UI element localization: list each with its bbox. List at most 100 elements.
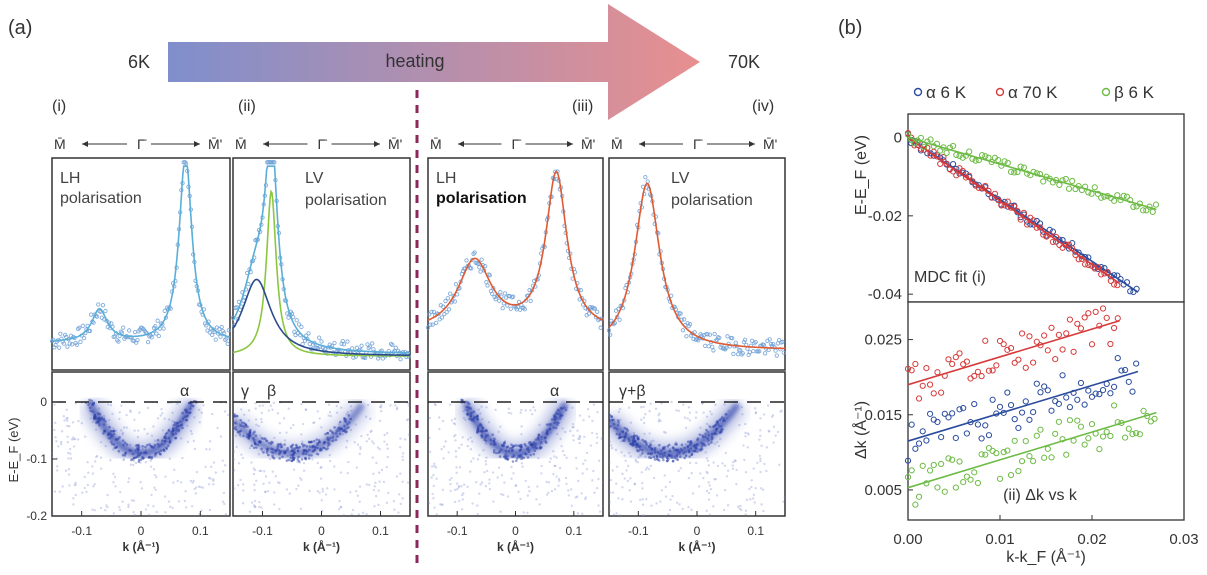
band-label-alpha: α — [550, 383, 559, 400]
arpes-speck — [759, 457, 762, 461]
arpes-speck — [55, 440, 58, 443]
arpes-speck — [173, 468, 176, 472]
arpes-speck — [277, 443, 281, 447]
arpes-speck — [323, 446, 326, 450]
arpes-speck — [678, 450, 682, 453]
arpes-speck — [661, 456, 664, 460]
arpes-speck — [292, 468, 296, 471]
data-point — [938, 434, 945, 441]
arpes-speck — [67, 468, 71, 471]
arpes-speck — [174, 432, 178, 435]
arpes-speck — [300, 458, 304, 461]
arpes-speck — [744, 435, 747, 438]
mdc-point — [712, 331, 717, 337]
mdc-point — [739, 352, 744, 357]
arpes-speck — [497, 466, 501, 469]
arrow-left-head — [458, 141, 464, 147]
arpes-speck — [545, 493, 549, 496]
arpes-speck — [298, 476, 302, 480]
arpes-speck — [660, 452, 664, 456]
arpes-speck — [611, 491, 615, 494]
data-point — [991, 190, 999, 197]
arpes-speck — [655, 457, 659, 461]
data-point — [1069, 177, 1076, 185]
arpes-speck — [610, 415, 613, 418]
arpes-speck — [201, 486, 205, 489]
arpes-speck — [681, 507, 684, 511]
legend-label: α 6 K — [926, 83, 967, 102]
data-point — [915, 395, 923, 402]
arpes-speck — [179, 481, 183, 484]
arpes-speck — [706, 459, 710, 462]
arpes-speck — [753, 501, 756, 504]
arpes-speck — [385, 465, 388, 469]
data-point — [1088, 341, 1096, 348]
arpes-speck — [564, 476, 568, 480]
arpes-speck — [149, 465, 153, 468]
mdc-point — [684, 334, 689, 339]
arpes-speck — [476, 458, 480, 461]
data-point — [1026, 333, 1033, 340]
y-axis-label: E-E_F (eV) — [853, 135, 870, 215]
arpes-speck — [504, 453, 508, 456]
arpes-speck — [598, 510, 602, 513]
arpes-speck — [350, 513, 353, 516]
mdc-point — [67, 341, 72, 346]
arpes-speck — [564, 408, 568, 412]
arpes-speck — [696, 437, 700, 440]
arpes-intensity — [609, 397, 785, 516]
arpes-speck — [241, 483, 245, 486]
mdc-point — [135, 337, 140, 343]
arpes-speck — [155, 451, 158, 455]
arpes-speck — [714, 478, 718, 481]
arpes-speck — [644, 413, 647, 416]
arpes-speck — [146, 504, 150, 507]
data-point — [1048, 454, 1055, 461]
arpes-speck — [401, 458, 405, 462]
arpes-speck — [347, 426, 350, 429]
arpes-speck — [93, 483, 96, 486]
data-point — [1085, 310, 1092, 317]
mdc-point — [453, 282, 459, 287]
arpes-speck — [538, 503, 541, 506]
arpes-speck — [710, 432, 714, 436]
arpes-speck — [640, 405, 643, 409]
data-point — [1037, 389, 1044, 396]
data-point — [1074, 396, 1081, 403]
arpes-speck — [123, 454, 127, 457]
arpes-speck — [271, 441, 274, 444]
data-point — [1015, 424, 1022, 432]
mdc-point — [77, 325, 82, 330]
data-point — [1063, 330, 1070, 337]
mdc-point — [217, 327, 222, 332]
arpes-speck — [470, 411, 473, 414]
polarisation-label-2: polarisation — [671, 192, 753, 209]
arpes-speck — [657, 414, 660, 417]
mdc-point — [380, 356, 386, 361]
arpes-speck — [690, 452, 694, 456]
mdc-point — [469, 266, 474, 271]
arpes-speck — [456, 487, 459, 491]
arpes-speck — [77, 419, 80, 423]
arpes-speck — [337, 429, 341, 432]
arpes-speck — [288, 458, 291, 462]
arpes-speck — [375, 461, 378, 465]
arpes-speck — [485, 456, 488, 459]
data-point — [956, 406, 963, 413]
arpes-speck — [489, 442, 493, 446]
polarisation-label-2: polarisation — [436, 190, 527, 207]
data-point — [974, 368, 982, 375]
arpes-speck — [609, 425, 611, 429]
arpes-speck — [395, 475, 399, 478]
arpes-speck — [467, 402, 471, 406]
arpes-speck — [527, 441, 531, 445]
arpes-speck — [52, 512, 54, 515]
arpes-speck — [491, 433, 494, 436]
data-point — [945, 414, 952, 421]
data-point — [949, 160, 957, 168]
arpes-speck — [537, 457, 540, 460]
arpes-speck — [339, 471, 342, 474]
arpes-speck — [689, 447, 693, 451]
arpes-speck — [253, 483, 256, 487]
arpes-speck — [340, 406, 343, 409]
